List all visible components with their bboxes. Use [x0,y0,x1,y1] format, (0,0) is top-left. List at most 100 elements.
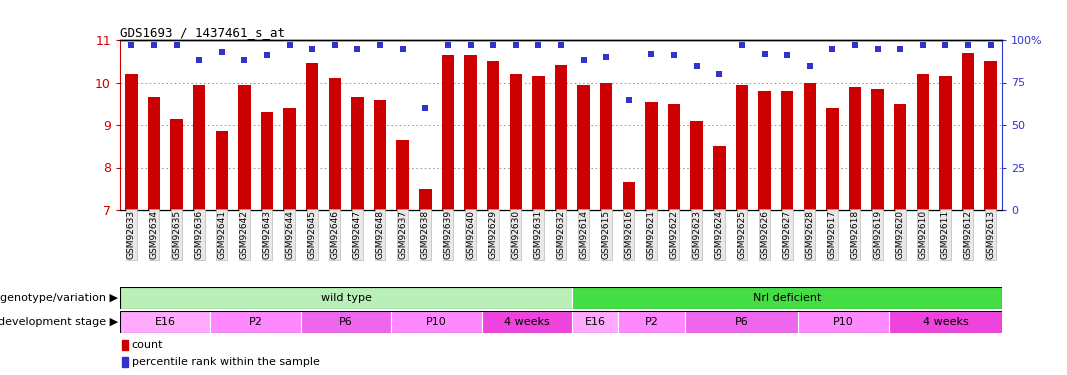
Text: P10: P10 [426,317,447,327]
Text: GSM92637: GSM92637 [398,210,408,259]
Text: GSM92618: GSM92618 [850,210,860,259]
Point [394,45,411,51]
Text: GSM92642: GSM92642 [240,210,249,259]
Point [846,42,863,48]
Point [281,42,298,48]
Bar [442,55,455,210]
Bar [487,61,499,210]
Point [598,54,615,60]
Point [349,45,366,51]
Text: GSM92629: GSM92629 [489,210,497,259]
Bar [171,118,182,210]
Point [327,42,344,48]
Text: GSM92639: GSM92639 [444,210,452,259]
Bar [122,340,128,350]
Bar [532,76,544,210]
Text: GSM92623: GSM92623 [692,210,701,259]
Bar [685,311,798,333]
Bar [618,311,685,333]
Text: GSM92631: GSM92631 [534,210,543,259]
Text: GSM92646: GSM92646 [331,210,339,259]
Bar [216,131,228,210]
Point [982,42,999,48]
Text: GSM92647: GSM92647 [353,210,362,259]
Bar [147,98,160,210]
Text: GSM92641: GSM92641 [218,210,226,259]
Text: GSM92632: GSM92632 [557,210,566,259]
Text: GSM92615: GSM92615 [602,210,610,259]
Text: P2: P2 [644,317,658,327]
Bar [572,311,618,333]
Text: 4 weeks: 4 weeks [505,317,550,327]
Text: GSM92619: GSM92619 [873,210,882,259]
Text: GSM92630: GSM92630 [511,210,521,259]
Bar [572,287,1002,309]
Point [757,51,774,57]
Point [236,57,253,63]
Text: P10: P10 [833,317,854,327]
Text: GSM92645: GSM92645 [307,210,317,259]
Text: GSM92622: GSM92622 [670,210,679,259]
Text: GSM92617: GSM92617 [828,210,837,259]
Bar [351,98,364,210]
Bar [555,66,568,210]
Point [371,42,388,48]
Bar [985,61,997,210]
Bar [301,311,392,333]
Point [304,45,321,51]
Point [914,42,931,48]
Bar [646,102,657,210]
Text: genotype/variation ▶: genotype/variation ▶ [0,293,117,303]
Text: GSM92621: GSM92621 [647,210,656,259]
Point [553,42,570,48]
Text: GSM92625: GSM92625 [737,210,747,259]
Point [530,42,547,48]
Bar [798,311,889,333]
Bar [419,189,431,210]
Text: P2: P2 [249,317,262,327]
Point [937,42,954,48]
Bar [373,99,386,210]
Bar [668,104,681,210]
Bar [736,85,748,210]
Point [123,42,140,48]
Text: GSM92636: GSM92636 [194,210,204,259]
Text: GSM92643: GSM92643 [262,210,271,259]
Text: GSM92644: GSM92644 [285,210,294,259]
Text: GSM92638: GSM92638 [420,210,430,259]
Point [145,42,162,48]
Bar [482,311,572,333]
Bar [392,311,482,333]
Point [213,49,230,55]
Bar [210,311,301,333]
Point [484,42,501,48]
Point [191,57,208,63]
Text: GSM92616: GSM92616 [624,210,634,259]
Bar [120,287,572,309]
Text: 4 weeks: 4 weeks [923,317,969,327]
Point [666,52,683,58]
Bar [894,104,907,210]
Bar [889,311,1002,333]
Text: development stage ▶: development stage ▶ [0,317,117,327]
Bar [713,146,726,210]
Text: GSM92613: GSM92613 [986,210,996,259]
Text: E16: E16 [155,317,176,327]
Bar [464,55,477,210]
Point [801,63,818,69]
Text: E16: E16 [585,317,605,327]
Text: GSM92620: GSM92620 [895,210,905,259]
Bar [872,89,883,210]
Bar [120,311,210,333]
Point [507,42,524,48]
Bar [690,121,703,210]
Point [779,52,796,58]
Text: GDS1693 / 1437461_s_at: GDS1693 / 1437461_s_at [120,26,285,39]
Point [168,42,185,48]
Bar [803,82,816,210]
Bar [759,91,770,210]
Text: GSM92648: GSM92648 [376,210,384,259]
Bar [397,140,409,210]
Bar [193,85,205,210]
Bar [260,112,273,210]
